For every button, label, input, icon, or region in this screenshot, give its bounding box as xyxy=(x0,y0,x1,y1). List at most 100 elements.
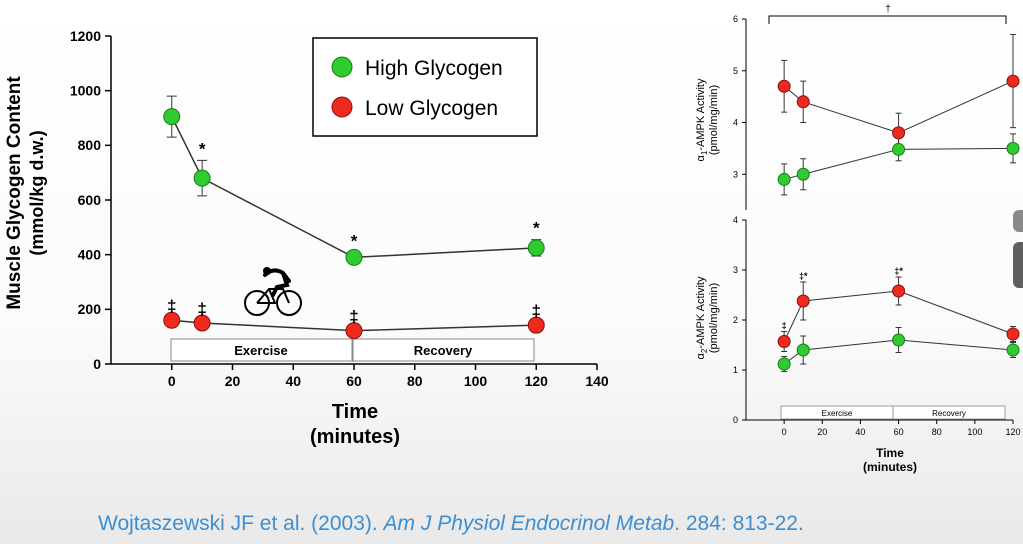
alpha2-point xyxy=(892,333,906,347)
legend-low-marker xyxy=(331,96,353,118)
main-significance-mark: ‡ xyxy=(532,301,541,320)
main-ylabel-line1: Muscle Glycogen Content xyxy=(4,76,25,310)
main-xlabel-line1: Time xyxy=(332,401,378,423)
citation: Wojtaszewski JF et al. (2003). Am J Phys… xyxy=(98,512,804,536)
alpha1-point xyxy=(1006,141,1020,155)
alpha2-y-tick-label: 4 xyxy=(733,215,738,225)
alpha2-significance-mark: ‡ xyxy=(782,321,787,331)
cyclist-icon xyxy=(244,267,302,316)
alpha2-x-tick-label: 60 xyxy=(894,427,904,437)
side-scroll-tab-upper[interactable] xyxy=(1013,210,1023,232)
main-y-tick-label: 200 xyxy=(78,301,102,317)
main-significance-mark: * xyxy=(351,231,358,250)
alpha2-point xyxy=(777,335,791,348)
alpha2-point xyxy=(777,357,791,371)
legend-high-label: High Glycogen xyxy=(365,57,503,80)
alpha1-y-tick-label: 3 xyxy=(733,169,738,179)
alpha2-point xyxy=(892,284,906,298)
alpha2-chart: α2-AMPK Activity (pmol/mg/min) Exercise … xyxy=(695,215,1021,474)
alpha2-x-tick-label: 120 xyxy=(1005,427,1020,437)
alpha1-point xyxy=(796,95,810,109)
alpha2-series-line xyxy=(783,339,1014,365)
main-point xyxy=(163,311,181,329)
alpha1-point xyxy=(796,167,810,181)
alpha1-point xyxy=(777,172,791,186)
main-axes: 0 200 400 600 800 1000 1200 0 20 40 60 80 100 120 140 xyxy=(70,28,609,389)
alpha2-y-tick-label: 2 xyxy=(733,315,738,325)
main-x-tick-label: 20 xyxy=(225,373,241,389)
alpha2-series: ‡ ‡* ‡* xyxy=(777,266,1020,372)
alpha1-axes: 23456 xyxy=(733,14,747,210)
main-x-tick-label: 140 xyxy=(585,373,609,389)
alpha2-exercise-label: Exercise xyxy=(822,409,853,418)
main-point xyxy=(345,322,363,340)
alpha1-point xyxy=(777,79,791,93)
alpha2-series-line xyxy=(783,290,1014,342)
alpha2-point xyxy=(1006,327,1020,341)
alpha2-x-tick-label: 40 xyxy=(855,427,865,437)
alpha1-series xyxy=(777,34,1020,196)
alpha1-bracket xyxy=(768,15,1007,24)
alpha2-recovery-label: Recovery xyxy=(932,409,966,418)
alpha2-significance-mark: ‡* xyxy=(799,271,808,281)
alpha1-point xyxy=(892,126,906,140)
alpha2-point xyxy=(796,294,810,308)
main-y-tick-label: 800 xyxy=(78,137,102,153)
main-significance-mark: * xyxy=(533,219,540,238)
main-x-tick-label: 100 xyxy=(464,373,488,389)
main-xlabel-line2: (minutes) xyxy=(310,426,400,448)
side-scroll-tab-lower[interactable] xyxy=(1013,242,1023,288)
main-point xyxy=(193,169,211,187)
alpha1-bracket-mark: † xyxy=(885,4,891,15)
main-y-tick-label: 0 xyxy=(93,356,101,372)
main-y-tick-label: 1000 xyxy=(70,83,101,99)
alpha2-point xyxy=(796,343,810,357)
exercise-box xyxy=(170,338,353,362)
alpha1-ylabel: α1-AMPK Activity xyxy=(695,78,709,161)
alpha2-x-tick-label: 80 xyxy=(932,427,942,437)
glycogen-chart: Muscle Glycogen Content (mmol/kg d.w.) T… xyxy=(4,28,609,448)
main-significance-mark: ‡ xyxy=(167,297,176,316)
legend-low-label: Low Glycogen xyxy=(365,97,498,120)
alpha1-series-line xyxy=(784,147,1014,180)
main-y-tick-label: 600 xyxy=(78,192,102,208)
alpha2-y-tick-label: 0 xyxy=(733,415,738,425)
alpha2-recovery-box xyxy=(892,405,1006,420)
main-series-line xyxy=(171,319,537,332)
citation-authors: Wojtaszewski JF et al. (2003). xyxy=(98,512,384,535)
alpha1-point xyxy=(892,142,906,156)
main-point xyxy=(527,316,545,334)
main-point xyxy=(163,108,181,126)
main-point xyxy=(345,248,363,266)
main-ylabel-line2: (mmol/kg d.w.) xyxy=(27,130,47,255)
alpha2-xlabel-line2: (minutes) xyxy=(863,460,917,474)
main-x-tick-label: 0 xyxy=(168,373,176,389)
alpha1-y-tick-label: 6 xyxy=(733,14,738,24)
main-point xyxy=(527,239,545,257)
alpha2-ylabel: α2-AMPK Activity xyxy=(695,276,709,359)
legend-high-marker xyxy=(331,56,353,78)
alpha1-ylabel-line2: (pmol/mg/min) xyxy=(708,85,720,155)
alpha1-chart: α1-AMPK Activity (pmol/mg/min) † 23456 xyxy=(695,4,1020,210)
main-y-tick-label: 400 xyxy=(78,247,102,263)
alpha1-series-line xyxy=(783,80,1014,134)
alpha1-point xyxy=(1006,74,1020,88)
citation-journal: Am J Physiol Endocrinol Metab xyxy=(383,512,675,535)
alpha2-significance-mark: ‡* xyxy=(894,266,903,276)
main-series: * * * ‡ ‡ ‡ ‡ xyxy=(163,95,545,340)
main-x-tick-label: 40 xyxy=(285,373,301,389)
alpha2-point xyxy=(1006,343,1020,357)
main-x-tick-label: 120 xyxy=(525,373,549,389)
alpha2-x-tick-label: 20 xyxy=(817,427,827,437)
exercise-label: Exercise xyxy=(234,343,288,358)
alpha1-y-tick-label: 5 xyxy=(733,66,738,76)
citation-details: . 284: 813-22. xyxy=(674,512,804,535)
alpha2-y-tick-label: 1 xyxy=(733,365,738,375)
recovery-box xyxy=(352,338,535,362)
alpha2-x-tick-label: 0 xyxy=(782,427,787,437)
recovery-label: Recovery xyxy=(414,343,473,358)
alpha2-x-tick-label: 100 xyxy=(967,427,982,437)
main-y-tick-label: 1200 xyxy=(70,28,101,44)
main-series-line xyxy=(171,116,537,259)
